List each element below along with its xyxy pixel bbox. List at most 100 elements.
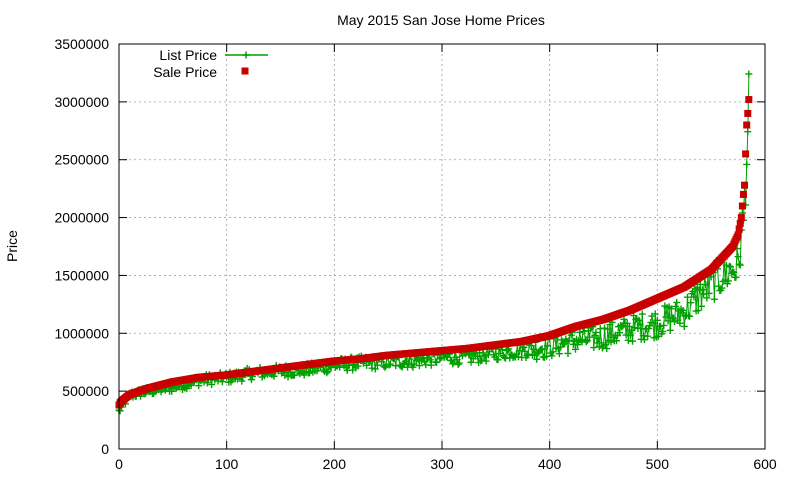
list-price-marker xyxy=(644,332,652,340)
list-price-marker xyxy=(538,345,546,353)
sale-price-marker xyxy=(743,121,751,129)
list-price-marker xyxy=(368,364,376,372)
list-price-marker xyxy=(579,328,587,336)
list-price-marker xyxy=(657,322,665,330)
legend-plus-marker xyxy=(242,51,250,59)
legend-label-list-price: List Price xyxy=(159,47,217,63)
list-price-marker xyxy=(703,294,711,302)
list-price-marker xyxy=(363,361,371,369)
list-price-marker xyxy=(612,337,620,345)
list-price-marker xyxy=(679,306,687,314)
list-price-marker xyxy=(721,276,729,284)
y-tick-label: 2000000 xyxy=(54,210,109,226)
list-price-marker xyxy=(576,328,584,336)
list-price-marker xyxy=(373,361,381,369)
list-price-marker xyxy=(672,302,680,310)
x-tick-label: 400 xyxy=(538,456,562,472)
list-price-marker xyxy=(722,261,730,269)
list-price-marker xyxy=(494,356,502,364)
list-price-marker xyxy=(626,331,634,339)
chart-title: May 2015 San Jose Home Prices xyxy=(337,12,545,28)
list-price-marker xyxy=(414,355,422,363)
list-price-marker xyxy=(745,70,753,78)
list-price-marker xyxy=(467,358,475,366)
legend-square-marker xyxy=(241,67,249,75)
list-price-marker xyxy=(530,345,538,353)
series-sale-price xyxy=(115,96,753,409)
list-price-marker xyxy=(659,327,667,335)
grid-lines xyxy=(119,44,765,449)
list-price-marker xyxy=(336,363,344,371)
list-price-marker xyxy=(478,356,486,364)
list-price-marker xyxy=(480,352,488,360)
list-price-marker xyxy=(415,362,423,370)
list-price-marker xyxy=(700,290,708,298)
list-price-marker xyxy=(409,363,417,371)
list-price-marker xyxy=(385,361,393,369)
y-tick-label: 3000000 xyxy=(54,94,109,110)
list-price-marker xyxy=(290,371,298,379)
list-price-marker xyxy=(669,314,677,322)
list-price-marker xyxy=(629,337,637,345)
list-price-marker xyxy=(664,317,672,325)
y-tick-label: 3500000 xyxy=(54,36,109,52)
list-price-marker xyxy=(382,362,390,370)
list-price-marker xyxy=(313,367,321,375)
y-tick-label: 0 xyxy=(101,441,109,457)
legend-sample-list-price xyxy=(225,51,268,59)
list-price-marker xyxy=(594,334,602,342)
x-tick-label: 200 xyxy=(323,456,347,472)
list-price-line xyxy=(118,73,750,412)
list-price-marker xyxy=(531,351,539,359)
list-price-marker xyxy=(651,310,659,318)
list-price-marker xyxy=(718,284,726,292)
axis-ticks: 0 100 200 300 400 500 600 0 500000 1000000 1500000… xyxy=(54,36,776,472)
list-price-marker xyxy=(638,310,646,318)
list-price-marker xyxy=(168,387,176,395)
list-price-marker xyxy=(195,382,203,390)
list-price-marker xyxy=(354,362,362,370)
list-price-marker xyxy=(270,372,278,380)
list-price-marker xyxy=(736,261,744,269)
sale-price-marker xyxy=(744,109,752,117)
list-price-marker xyxy=(743,160,751,168)
list-price-marker xyxy=(455,359,463,367)
list-price-marker xyxy=(586,333,594,341)
list-price-marker xyxy=(238,377,246,385)
list-price-marker xyxy=(592,328,600,336)
list-price-marker xyxy=(734,253,742,261)
list-price-marker xyxy=(208,381,216,389)
list-price-marker xyxy=(694,306,702,314)
list-price-marker xyxy=(572,345,580,353)
list-price-marker xyxy=(436,355,444,363)
list-price-marker xyxy=(601,324,609,332)
list-price-marker xyxy=(671,318,679,326)
list-price-marker xyxy=(640,336,648,344)
list-price-marker xyxy=(666,326,674,334)
list-price-marker xyxy=(604,325,612,333)
list-price-marker xyxy=(607,338,615,346)
list-price-marker xyxy=(371,365,379,373)
list-price-marker xyxy=(735,260,743,268)
list-price-marker xyxy=(595,343,603,351)
list-price-marker xyxy=(649,319,657,327)
list-price-marker xyxy=(324,367,332,375)
list-price-marker xyxy=(690,293,698,301)
list-price-marker xyxy=(676,319,684,327)
legend-sample-sale-price xyxy=(241,67,249,75)
list-price-marker xyxy=(574,341,582,349)
list-price-marker xyxy=(564,349,572,357)
sale-price-marker xyxy=(741,181,749,189)
y-tick-label: 500000 xyxy=(62,383,109,399)
series-list-price xyxy=(115,70,753,415)
list-price-marker xyxy=(565,336,573,344)
list-price-marker xyxy=(660,321,668,329)
legend: List Price Sale Price xyxy=(153,47,268,80)
list-price-marker xyxy=(323,369,331,377)
list-price-marker xyxy=(544,342,552,350)
list-price-marker xyxy=(433,358,441,366)
list-price-marker xyxy=(683,293,691,301)
list-price-marker xyxy=(247,376,255,384)
list-price-marker xyxy=(702,281,710,289)
